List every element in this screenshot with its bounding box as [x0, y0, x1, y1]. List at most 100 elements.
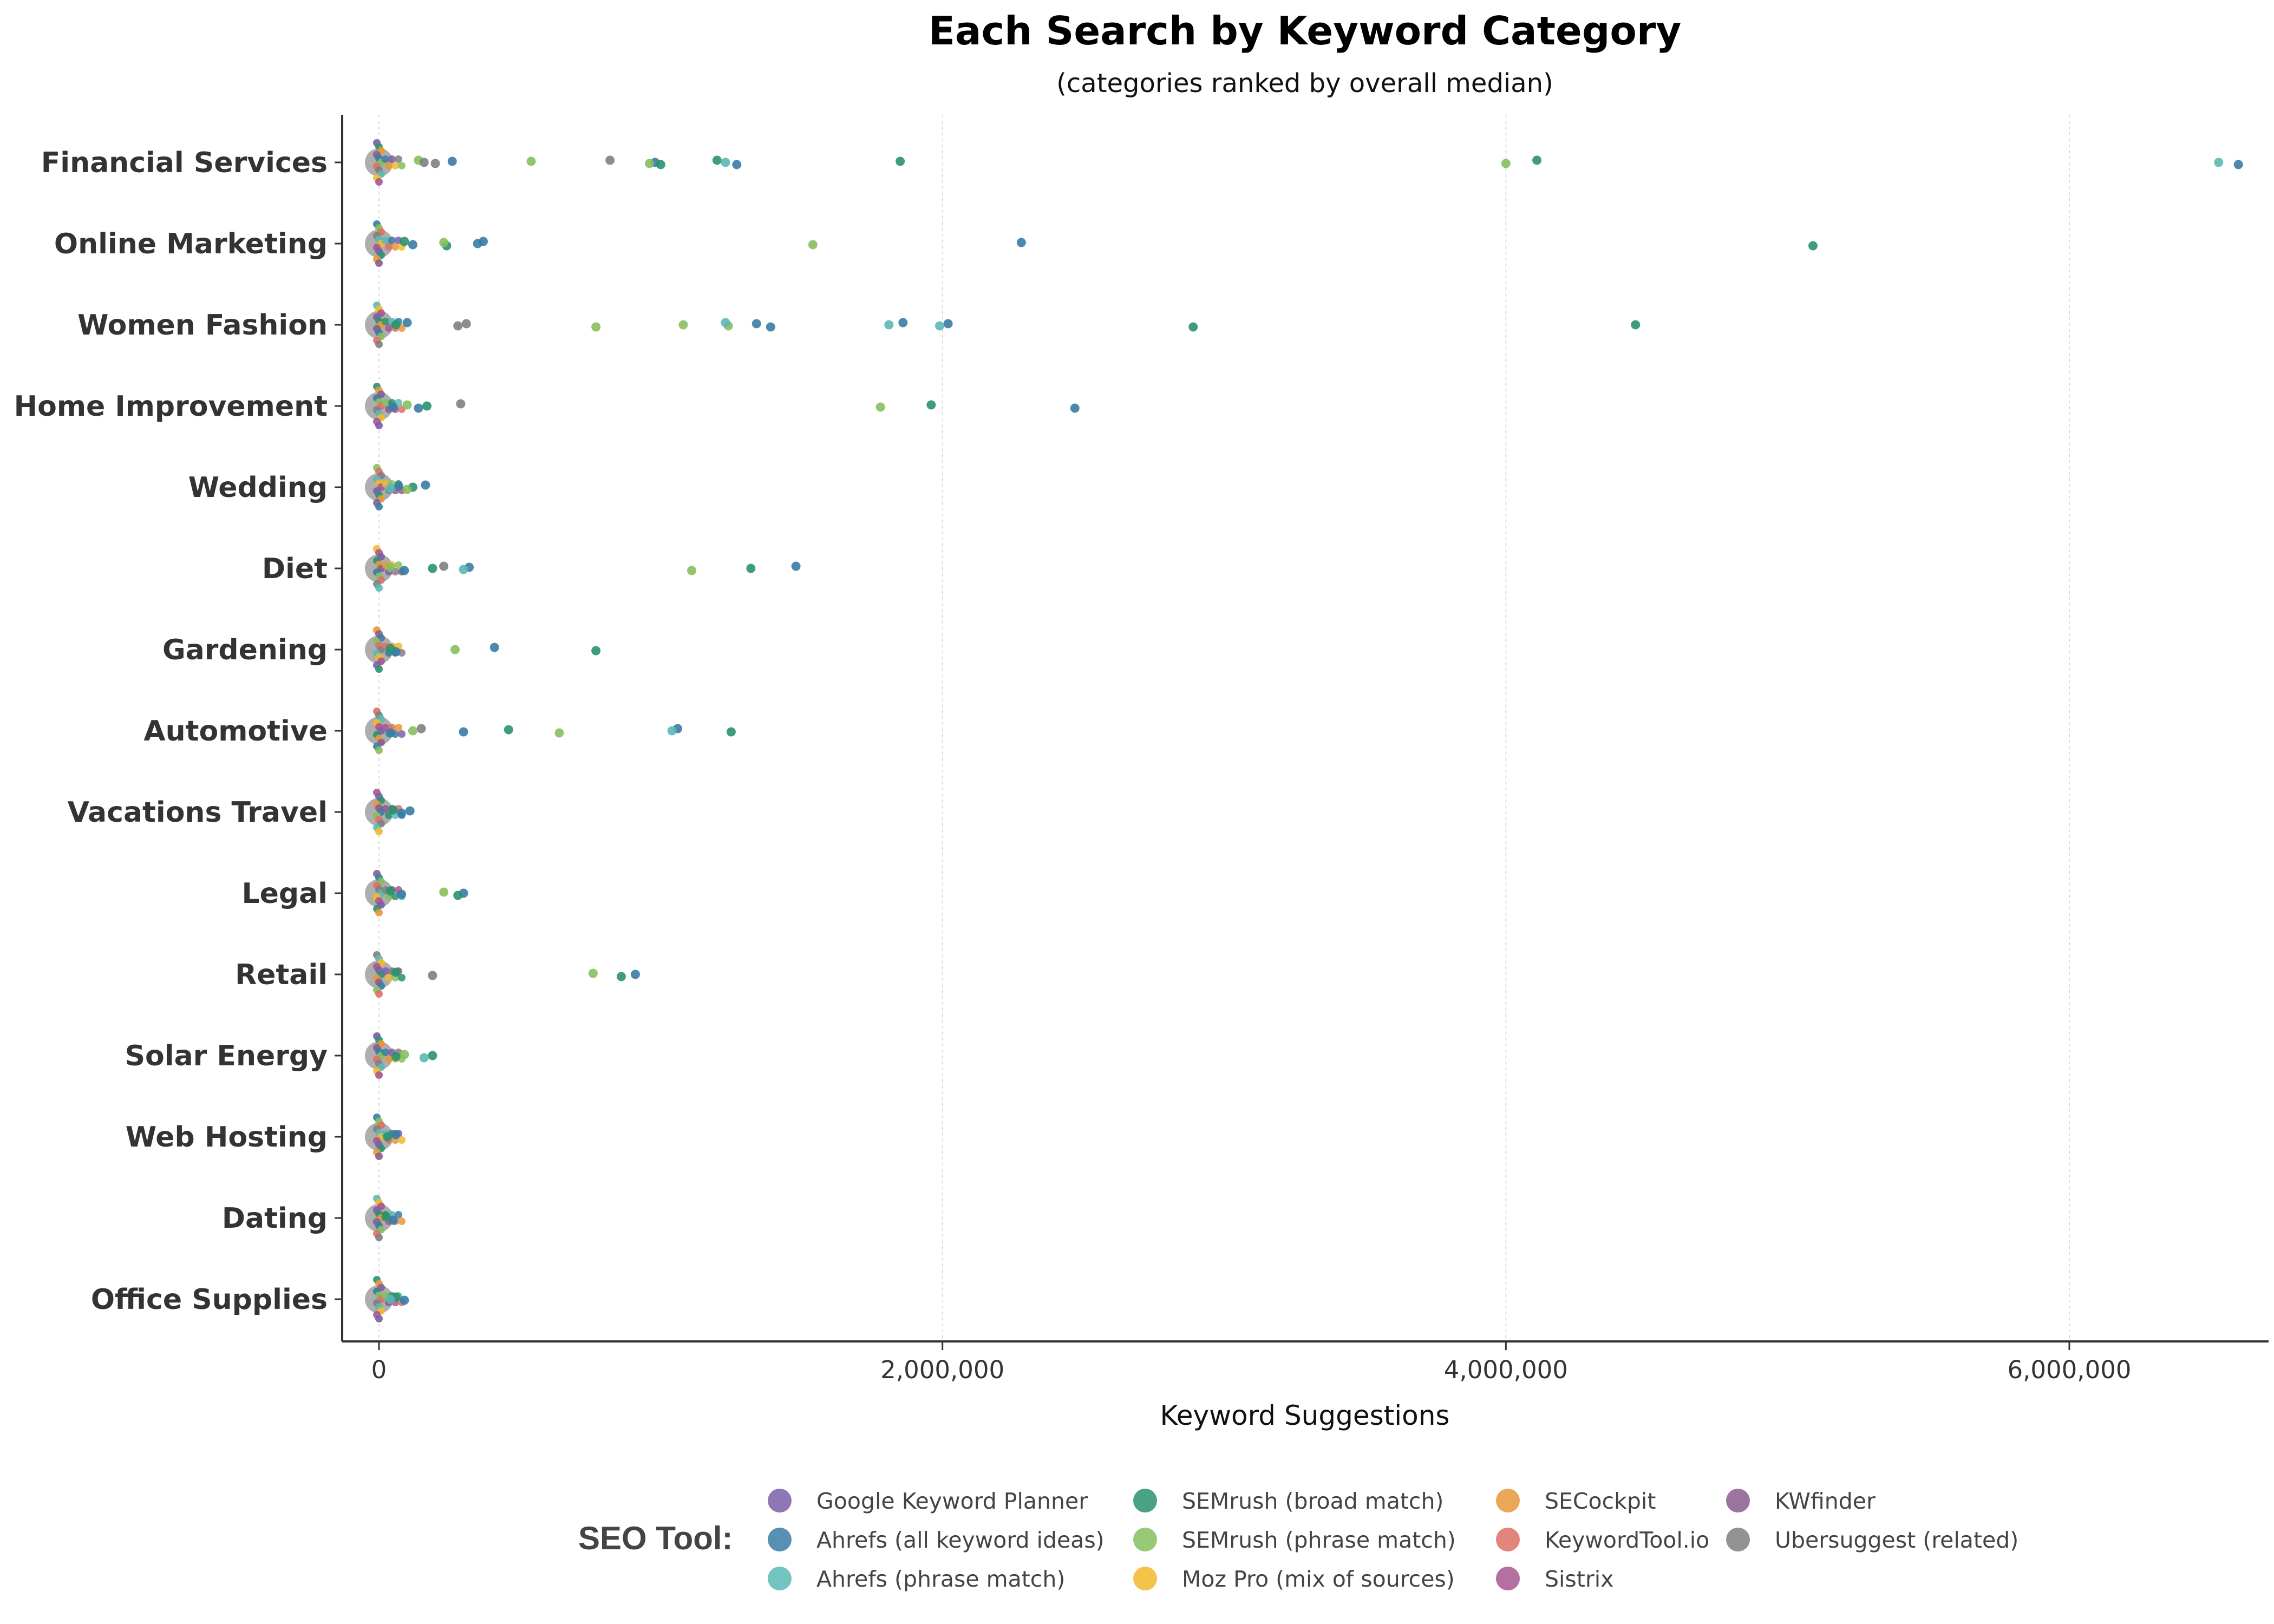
data-point [385, 886, 395, 896]
legend-label-5: Moz Pro (mix of sources) [1182, 1566, 1455, 1592]
data-point [400, 237, 409, 246]
data-point [402, 484, 412, 494]
legend: SEO Tool: Google Keyword Planner Ahrefs (… [578, 1488, 2018, 1592]
near-zero-point-0-10 [375, 178, 383, 186]
data-point [453, 321, 463, 331]
category-label-11: Solar Energy [125, 1040, 328, 1072]
near-zero-side-2-0 [382, 318, 389, 325]
near-zero-point-5-10 [375, 584, 383, 592]
legend-label-3: SEMrush (broad match) [1182, 1488, 1443, 1514]
category-label-12: Web Hosting [126, 1121, 328, 1154]
near-zero-side-0-4 [395, 155, 402, 163]
data-point [388, 402, 398, 412]
category-label-10: Retail [235, 959, 328, 991]
legend-swatch-4 [1133, 1528, 1157, 1551]
chart-title: Each Search by Keyword Category [929, 8, 1682, 54]
near-zero-side-1-1 [385, 243, 393, 251]
category-label-1: Online Marketing [54, 228, 328, 260]
legend-title: SEO Tool: [578, 1520, 733, 1556]
data-point [752, 319, 761, 329]
near-zero-point-4-10 [375, 503, 383, 510]
data-point [422, 401, 432, 411]
near-zero-side-0-2 [388, 155, 396, 163]
data-point [791, 561, 801, 571]
legend-label-10: Ubersuggest (related) [1775, 1527, 2018, 1553]
category-labels: Financial Services Online Marketing Women … [14, 147, 342, 1316]
data-point [397, 889, 407, 899]
data-point [943, 319, 953, 329]
data-point [391, 1130, 401, 1140]
legend-swatch-10 [1726, 1528, 1750, 1551]
near-zero-point-7-10 [375, 746, 383, 754]
data-point [926, 400, 936, 410]
data-point [898, 318, 908, 328]
data-point [428, 564, 437, 573]
data-point [405, 806, 415, 816]
data-point [391, 1052, 401, 1062]
near-zero-side-10-5 [398, 974, 406, 981]
legend-label-6: SECockpit [1545, 1488, 1656, 1514]
data-point [896, 156, 905, 166]
data-point [439, 887, 449, 897]
data-point [381, 1212, 391, 1222]
near-zero-point-12-10 [375, 1152, 383, 1160]
data-point [400, 566, 409, 575]
data-point [419, 1053, 429, 1063]
x-tick-label-1: 2,000,000 [880, 1355, 1004, 1384]
x-tick-label-2: 4,000,000 [1444, 1355, 1568, 1384]
near-zero-side-11-1 [385, 1055, 393, 1063]
legend-swatch-3 [1133, 1489, 1157, 1512]
data-point [1070, 403, 1080, 413]
chart-subtitle: (categories ranked by overall median) [1056, 68, 1553, 99]
gridlines [378, 115, 2070, 1341]
data-point [385, 562, 395, 572]
near-zero-side-1-2 [388, 237, 396, 244]
category-label-8: Vacations Travel [68, 796, 328, 829]
near-zero-side-11-0 [382, 1049, 389, 1056]
data-point [459, 727, 468, 737]
near-zero-point-14-10 [375, 1315, 383, 1322]
near-zero-side-0-3 [391, 162, 399, 169]
data-point [388, 1215, 398, 1225]
data-point [591, 322, 601, 332]
data-point [678, 320, 688, 330]
category-label-2: Women Fashion [77, 309, 328, 342]
category-label-6: Gardening [162, 634, 328, 666]
x-axis-ticks: 0 2,000,000 4,000,000 6,000,000 [371, 1341, 2132, 1384]
near-zero-side-13-5 [398, 1217, 406, 1225]
data-point [450, 645, 460, 654]
data-point [402, 400, 412, 410]
data-point [616, 972, 626, 981]
data-point [605, 155, 615, 165]
data-point [766, 322, 775, 332]
category-label-13: Dating [222, 1202, 328, 1235]
data-point [1532, 155, 1542, 165]
data-point [746, 564, 756, 573]
near-zero-side-2-1 [385, 324, 393, 332]
data-point [400, 1295, 409, 1305]
data-point [1188, 322, 1198, 332]
near-zero-side-5-4 [395, 561, 402, 569]
data-point [430, 159, 440, 168]
data-point [732, 160, 742, 169]
data-point [388, 805, 398, 815]
near-zero-side-12-5 [398, 1136, 406, 1144]
legend-label-7: KeywordTool.io [1545, 1527, 1709, 1553]
data-points [381, 155, 2243, 1305]
near-zero-point-13-10 [375, 1234, 383, 1241]
data-point [554, 728, 564, 738]
category-label-3: Home Improvement [14, 390, 328, 423]
data-point [461, 319, 471, 329]
legend-label-8: Sistrix [1545, 1566, 1613, 1592]
legend-swatch-5 [1133, 1567, 1157, 1590]
near-zero-side-0-1 [385, 162, 393, 169]
near-zero-point-3-10 [375, 422, 383, 429]
data-point [439, 238, 449, 247]
near-zero-side-10-0 [382, 967, 389, 975]
data-point [456, 399, 466, 409]
legend-swatch-2 [768, 1567, 792, 1590]
data-point [416, 724, 426, 734]
data-point [400, 1050, 409, 1059]
data-point [2233, 160, 2243, 169]
near-zero-side-0-0 [382, 155, 389, 163]
